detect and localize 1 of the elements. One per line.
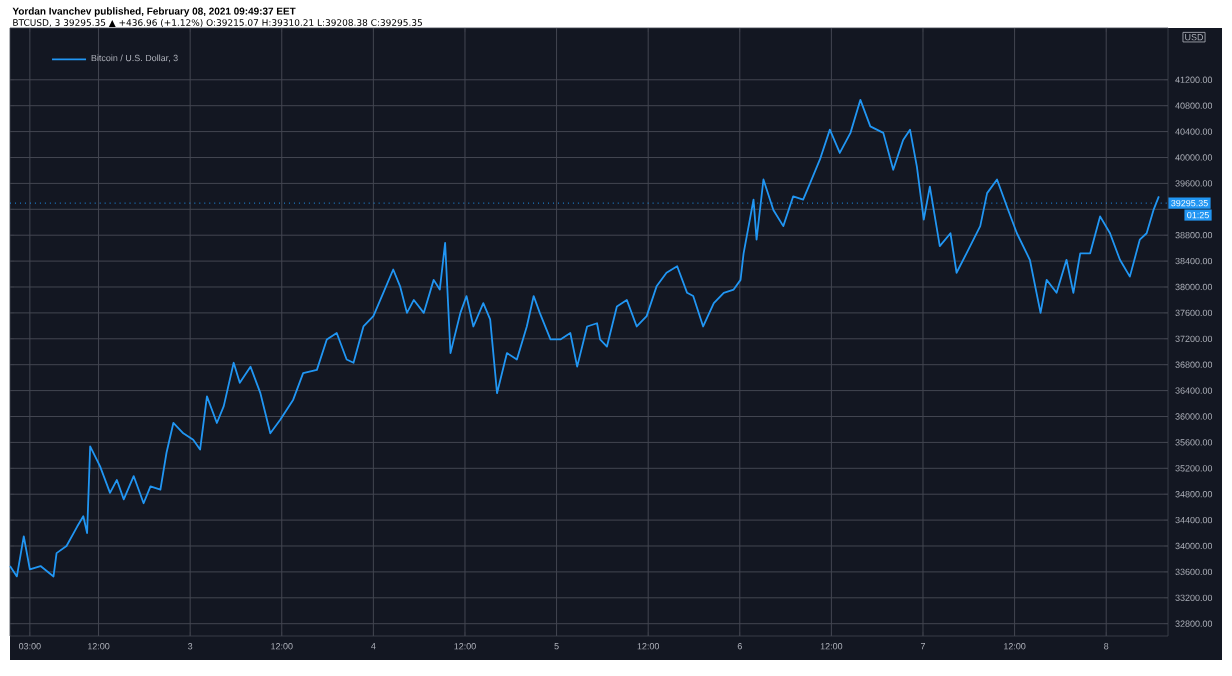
line-series [9,98,1160,578]
